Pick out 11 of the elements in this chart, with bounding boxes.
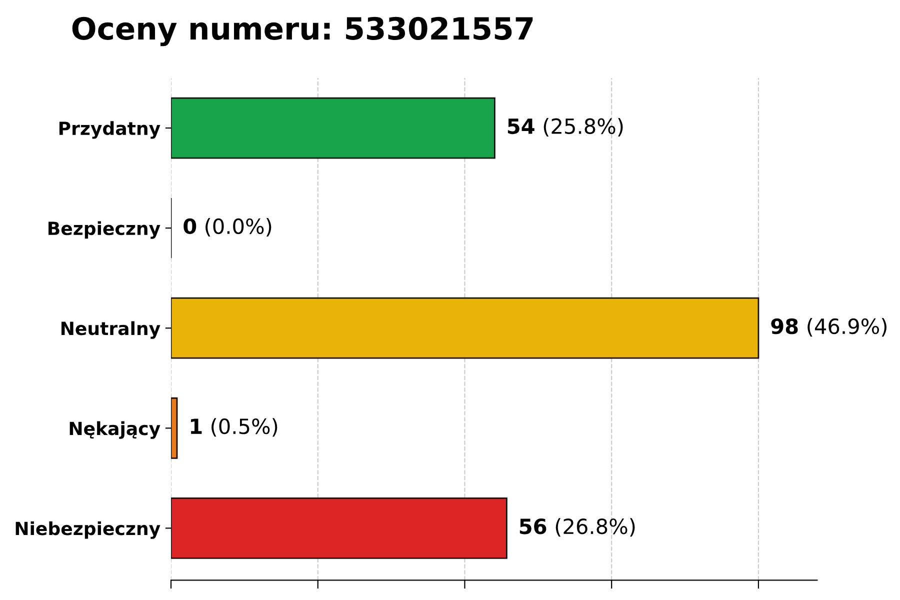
data-label: 98 (46.9%) xyxy=(771,318,886,337)
data-label: 54 (25.8%) xyxy=(508,118,623,137)
data-label: 0 (0.0%) xyxy=(184,218,272,237)
y-tick-label: Niebezpieczny xyxy=(16,521,160,539)
data-label: 56 (26.8%) xyxy=(520,518,635,537)
data-label: 1 (0.5%) xyxy=(190,418,278,437)
y-tick-label: Przydatny xyxy=(59,121,160,139)
y-tick-label: Nękający xyxy=(70,421,160,439)
chart-title: Oceny numeru: 533021557 xyxy=(72,16,533,46)
y-tick-label: Bezpieczny xyxy=(48,221,160,239)
y-tick-label: Neutralny xyxy=(62,321,160,339)
